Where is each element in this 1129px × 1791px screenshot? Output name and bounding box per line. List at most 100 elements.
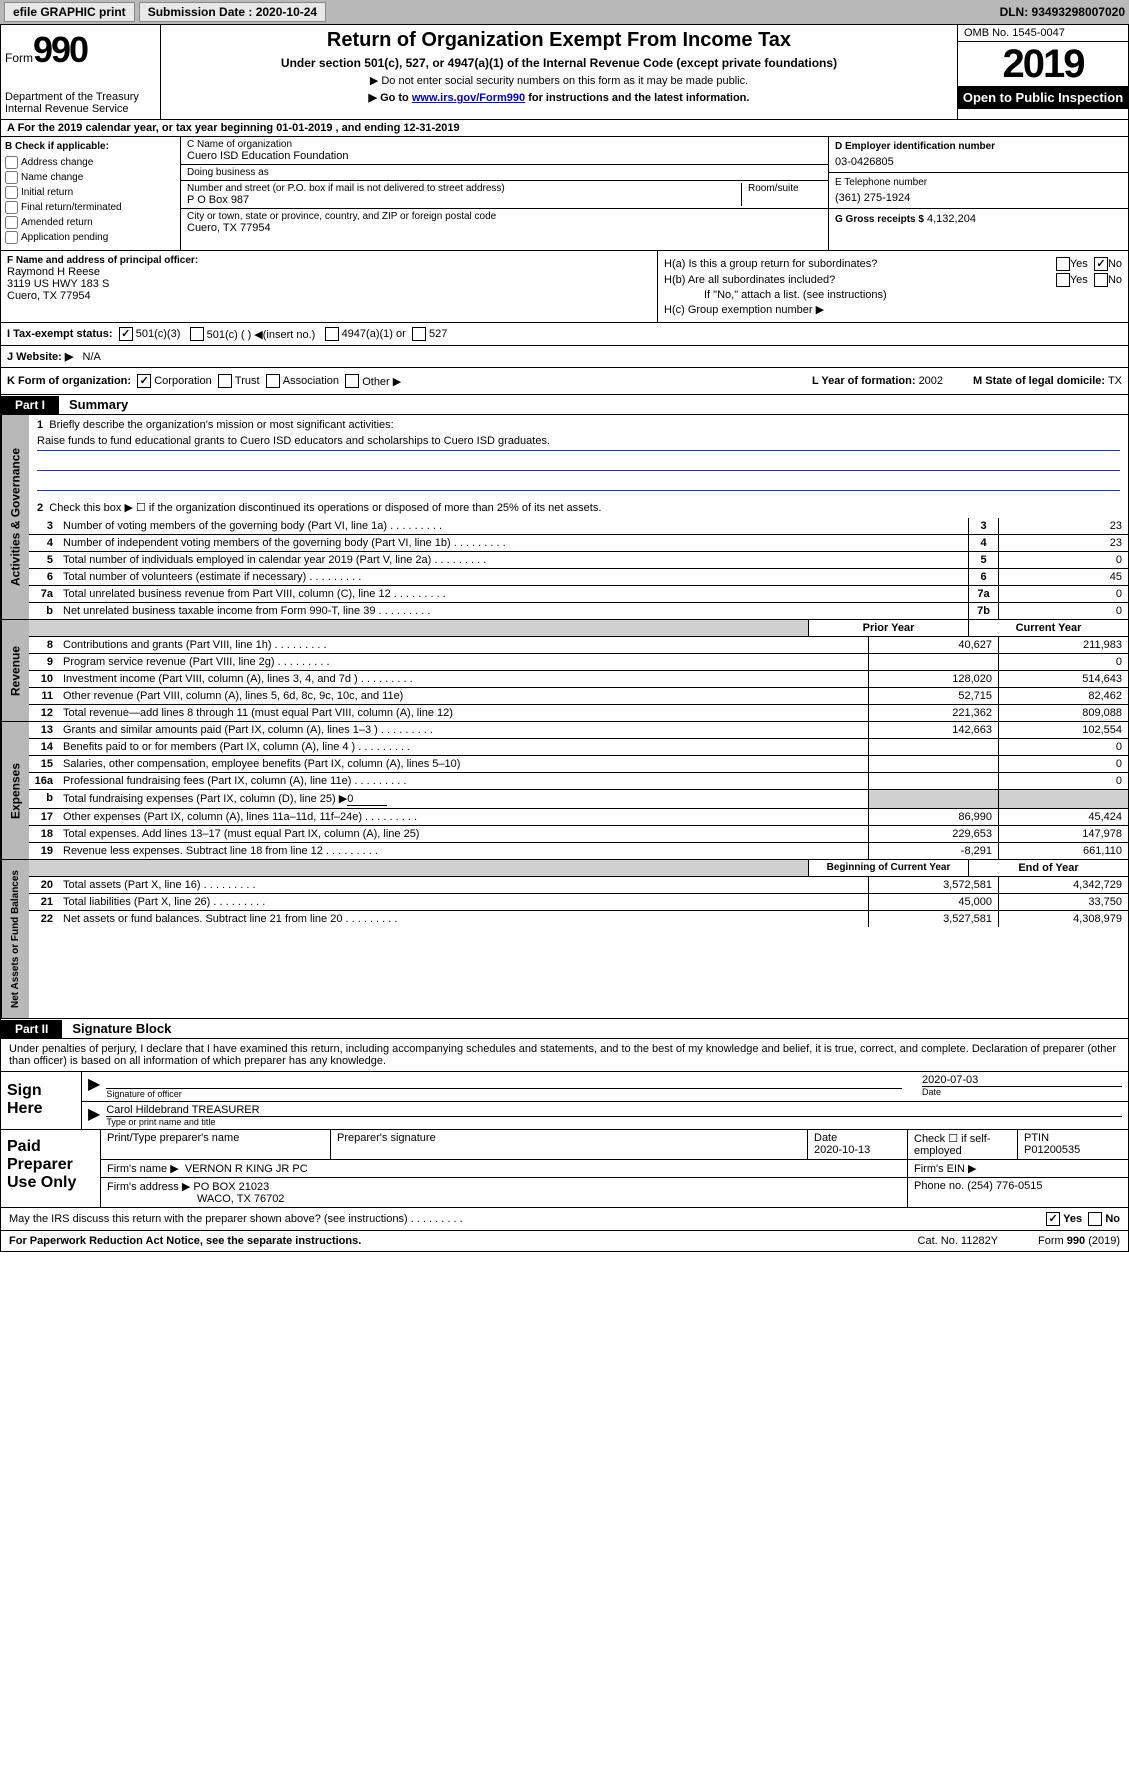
j-lbl: J Website: ▶ — [7, 351, 73, 363]
part1-title: Summary — [59, 395, 138, 414]
col-de: D Employer identification number 03-0426… — [828, 137, 1128, 250]
ha-yes[interactable] — [1056, 257, 1070, 271]
section-fh: F Name and address of principal officer:… — [0, 251, 1129, 323]
hb-no[interactable] — [1094, 273, 1108, 287]
cb-final-return[interactable]: Final return/terminated — [5, 201, 176, 214]
cb-address-change[interactable]: Address change — [5, 156, 176, 169]
v3: 23 — [998, 518, 1128, 534]
l-lbl: L Year of formation: — [812, 375, 916, 387]
l17: Other expenses (Part IX, column (A), lin… — [59, 809, 868, 825]
k-trust[interactable] — [218, 374, 232, 388]
section-bcde: B Check if applicable: Address change Na… — [0, 137, 1129, 251]
c12: 809,088 — [998, 705, 1128, 721]
efile-button[interactable]: efile GRAPHIC print — [4, 2, 135, 22]
hc-lbl: H(c) Group exemption number ▶ — [664, 303, 824, 316]
sig-name: Carol Hildebrand TREASURER — [106, 1104, 1122, 1117]
col-h: H(a) Is this a group return for subordin… — [658, 251, 1128, 322]
i-4947[interactable] — [325, 327, 339, 341]
hb-note: If "No," attach a list. (see instruction… — [704, 289, 887, 301]
l9: Program service revenue (Part VIII, line… — [59, 654, 868, 670]
expenses-block: Expenses 13Grants and similar amounts pa… — [0, 722, 1129, 860]
paid-lbl: Paid Preparer Use Only — [1, 1130, 101, 1207]
form-ref: Form 990 (2019) — [1038, 1235, 1120, 1247]
l3: Number of voting members of the governin… — [59, 518, 968, 534]
l7b: Net unrelated business taxable income fr… — [59, 603, 968, 619]
irs-link[interactable]: www.irs.gov/Form990 — [412, 92, 525, 104]
discuss-row: May the IRS discuss this return with the… — [0, 1208, 1129, 1231]
sig-date: 2020-07-03 — [922, 1074, 1122, 1086]
l12: Total revenue—add lines 8 through 11 (mu… — [59, 705, 868, 721]
l1-lbl: Briefly describe the organization's miss… — [49, 419, 393, 431]
open-inspection: Open to Public Inspection — [958, 86, 1128, 109]
cb-app-pending[interactable]: Application pending — [5, 231, 176, 244]
v7a: 0 — [998, 586, 1128, 602]
b20: 3,572,581 — [868, 877, 998, 893]
form-header: Form 990 Department of the Treasury Inte… — [0, 24, 1129, 120]
discuss-text: May the IRS discuss this return with the… — [9, 1213, 1046, 1225]
period-text: A For the 2019 calendar year, or tax yea… — [1, 120, 466, 136]
cb-name-change[interactable]: Name change — [5, 171, 176, 184]
l20: Total assets (Part X, line 16) — [59, 877, 868, 893]
activities-governance: Activities & Governance 1 Briefly descri… — [0, 415, 1129, 620]
l18: Total expenses. Add lines 13–17 (must eq… — [59, 826, 868, 842]
cat-no: Cat. No. 11282Y — [918, 1235, 999, 1247]
l11: Other revenue (Part VIII, column (A), li… — [59, 688, 868, 704]
discuss-yes[interactable]: ✓ — [1046, 1212, 1060, 1226]
addr-val: P O Box 987 — [187, 194, 735, 206]
c9: 0 — [998, 654, 1128, 670]
e20: 4,342,729 — [998, 877, 1128, 893]
l-val: 2002 — [919, 375, 943, 387]
ptin-lbl: PTIN — [1024, 1132, 1122, 1144]
prep-name-lbl: Print/Type preparer's name — [107, 1132, 324, 1144]
phone-lbl: Phone no. — [914, 1180, 964, 1192]
i-501c3[interactable]: ✓ — [119, 327, 133, 341]
col-c: C Name of organization Cuero ISD Educati… — [181, 137, 828, 250]
col-b: B Check if applicable: Address change Na… — [1, 137, 181, 250]
p9 — [868, 654, 998, 670]
addr-lbl: Number and street (or P.O. box if mail i… — [187, 183, 735, 194]
i-lbl: I Tax-exempt status: — [7, 328, 113, 340]
current-hdr: Current Year — [968, 620, 1128, 636]
submission-date-button[interactable]: Submission Date : 2020-10-24 — [139, 2, 326, 22]
cb-initial-return[interactable]: Initial return — [5, 186, 176, 199]
city-lbl: City or town, state or province, country… — [187, 211, 822, 222]
j-val: N/A — [83, 351, 101, 363]
sign-here-row: Sign Here ▶ Signature of officer 2020-07… — [0, 1072, 1129, 1130]
arrow-icon: ▶ — [88, 1104, 100, 1127]
l16a: Professional fundraising fees (Part IX, … — [59, 773, 868, 789]
e-val: (361) 275-1924 — [835, 192, 1122, 204]
c10: 514,643 — [998, 671, 1128, 687]
form-title-block: Return of Organization Exempt From Incom… — [161, 25, 958, 119]
k-corp[interactable]: ✓ — [137, 374, 151, 388]
discuss-no[interactable] — [1088, 1212, 1102, 1226]
k-assoc[interactable] — [266, 374, 280, 388]
vtab-governance: Activities & Governance — [1, 415, 29, 619]
l15: Salaries, other compensation, employee b… — [59, 756, 868, 772]
c14: 0 — [998, 739, 1128, 755]
c15: 0 — [998, 756, 1128, 772]
dln-label: DLN: 93493298007020 — [1000, 5, 1125, 19]
i-501c[interactable] — [190, 327, 204, 341]
p13: 142,663 — [868, 722, 998, 738]
b21: 45,000 — [868, 894, 998, 910]
sig-name-lbl: Type or print name and title — [106, 1117, 1122, 1127]
c-name-lbl: C Name of organization — [187, 139, 822, 150]
p14 — [868, 739, 998, 755]
i-527[interactable] — [412, 327, 426, 341]
l8: Contributions and grants (Part VIII, lin… — [59, 637, 868, 653]
top-toolbar: efile GRAPHIC print Submission Date : 20… — [0, 0, 1129, 24]
p11: 52,715 — [868, 688, 998, 704]
part2-header: Part II Signature Block — [0, 1019, 1129, 1039]
city-val: Cuero, TX 77954 — [187, 222, 822, 234]
k-other[interactable] — [345, 374, 359, 388]
c13: 102,554 — [998, 722, 1128, 738]
ha-no[interactable]: ✓ — [1094, 257, 1108, 271]
cb-amended[interactable]: Amended return — [5, 216, 176, 229]
hb-yes[interactable] — [1056, 273, 1070, 287]
dept-label: Department of the Treasury Internal Reve… — [5, 91, 156, 115]
v7b: 0 — [998, 603, 1128, 619]
form-year-block: OMB No. 1545-0047 2019 Open to Public In… — [958, 25, 1128, 119]
begin-hdr: Beginning of Current Year — [808, 860, 968, 876]
k-row: K Form of organization: ✓ Corporation Tr… — [0, 368, 1129, 395]
l19: Revenue less expenses. Subtract line 18 … — [59, 843, 868, 859]
